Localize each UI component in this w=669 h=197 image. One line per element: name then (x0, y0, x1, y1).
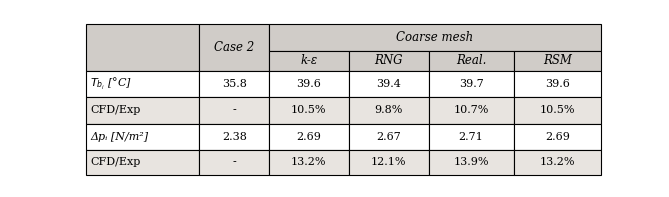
Text: 10.5%: 10.5% (540, 105, 575, 115)
Bar (514, 124, 601, 150)
Bar (269, 71, 349, 97)
Text: 10.7%: 10.7% (454, 105, 489, 115)
Bar (86, 124, 199, 150)
Text: CFD/Exp: CFD/Exp (90, 105, 140, 115)
Text: -: - (232, 157, 236, 167)
Bar (349, 97, 429, 124)
Text: 2.69: 2.69 (545, 132, 570, 142)
Bar (269, 150, 349, 175)
Bar (269, 24, 601, 51)
Bar (429, 51, 514, 71)
Bar (86, 24, 199, 71)
Text: 13.9%: 13.9% (454, 157, 489, 167)
Bar (269, 51, 349, 71)
Bar (514, 71, 601, 97)
Text: 35.8: 35.8 (222, 79, 247, 89)
Bar (199, 150, 269, 175)
Bar (514, 97, 601, 124)
Bar (349, 124, 429, 150)
Text: CFD/Exp: CFD/Exp (90, 157, 140, 167)
Text: 39.7: 39.7 (459, 79, 484, 89)
Bar (199, 97, 269, 124)
Bar (86, 71, 199, 97)
Bar (269, 97, 349, 124)
Text: 10.5%: 10.5% (291, 105, 326, 115)
Bar (199, 124, 269, 150)
Text: 2.38: 2.38 (222, 132, 247, 142)
Text: -: - (232, 105, 236, 115)
Bar (349, 150, 429, 175)
Bar (514, 150, 601, 175)
Text: 12.1%: 12.1% (371, 157, 407, 167)
Bar (429, 97, 514, 124)
Text: k-ε: k-ε (300, 54, 318, 67)
Bar (269, 124, 349, 150)
Text: $T_{b_i}$ [°C]: $T_{b_i}$ [°C] (90, 76, 132, 92)
Text: RNG: RNG (375, 54, 403, 67)
Bar (429, 71, 514, 97)
Bar (514, 51, 601, 71)
Bar (199, 71, 269, 97)
Text: 39.4: 39.4 (376, 79, 401, 89)
Bar (429, 124, 514, 150)
Text: 39.6: 39.6 (296, 79, 321, 89)
Text: Coarse mesh: Coarse mesh (397, 31, 474, 44)
Bar (86, 150, 199, 175)
Text: 2.71: 2.71 (459, 132, 484, 142)
Text: 9.8%: 9.8% (375, 105, 403, 115)
Text: Δpᵢ [N/m²]: Δpᵢ [N/m²] (90, 132, 149, 142)
Bar (349, 51, 429, 71)
Bar (429, 150, 514, 175)
Text: RSM: RSM (543, 54, 572, 67)
Bar (86, 97, 199, 124)
Bar (199, 24, 269, 71)
Text: 39.6: 39.6 (545, 79, 570, 89)
Text: 2.69: 2.69 (296, 132, 321, 142)
Text: 13.2%: 13.2% (291, 157, 326, 167)
Bar (349, 71, 429, 97)
Text: Real.: Real. (456, 54, 486, 67)
Text: 13.2%: 13.2% (540, 157, 575, 167)
Text: 2.67: 2.67 (377, 132, 401, 142)
Text: Case 2: Case 2 (214, 41, 254, 54)
